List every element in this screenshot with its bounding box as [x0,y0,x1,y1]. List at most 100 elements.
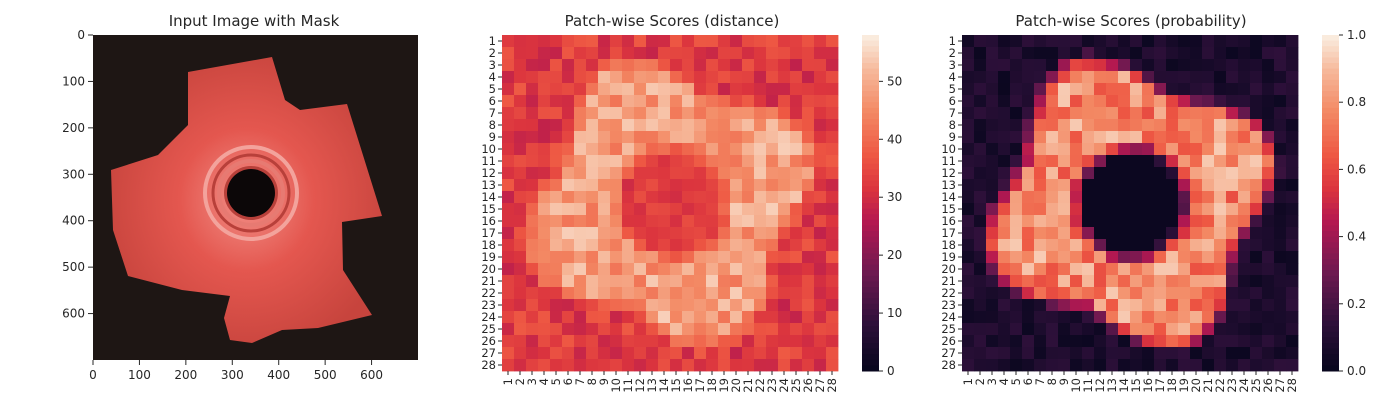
heatmap-cell [730,179,743,192]
heatmap-cell [646,323,659,336]
heatmap-cell [646,119,659,132]
heatmap-cell [766,263,779,276]
heatmap-xtick-label: 1 [961,378,975,385]
heatmap-cell [706,263,719,276]
heatmap-cell [1010,131,1023,144]
heatmap-cell [742,131,755,144]
colorbar-segment [862,303,879,310]
colorbar-segment [862,191,879,198]
heatmap-cell [790,47,803,60]
colorbar-segment [862,107,879,114]
heatmap-cell [574,299,587,312]
heatmap-cell [634,95,647,108]
heatmap-cell [694,239,707,252]
heatmap-cell [694,35,707,48]
heatmap-cell [514,215,527,228]
heatmap-cell [1166,107,1179,120]
heatmap-cell [814,203,827,216]
heatmap-cell [1010,311,1023,324]
heatmap-cell [1226,239,1239,252]
heatmap-cell [1034,35,1047,48]
heatmap-cell [1118,131,1131,144]
heatmap-cell [718,167,731,180]
heatmap-cell [766,215,779,228]
heatmap-cell [550,119,563,132]
heatmap-cell [1286,107,1299,120]
heatmap-cell [598,191,611,204]
heatmap-cell [766,107,779,120]
heatmap-cell [1214,95,1227,108]
heatmap-cell [670,359,683,372]
heatmap-cell [658,107,671,120]
heatmap-cell [658,143,671,156]
colorbar-segment [1322,343,1339,350]
heatmap-cell [1094,71,1107,84]
heatmap-cell [1286,203,1299,216]
heatmap-cell [1262,335,1275,348]
heatmap-cell [1130,143,1143,156]
heatmap-cell [1094,215,1107,228]
heatmap-cell [1190,35,1203,48]
heatmap-cell [730,119,743,132]
heatmap-cell [1262,35,1275,48]
heatmap-cell [998,251,1011,264]
heatmap-cell [682,215,695,228]
heatmap-cell [1010,335,1023,348]
heatmap-cell [1226,131,1239,144]
heatmap-cell [538,167,551,180]
heatmap-cell [1190,215,1203,228]
heatmap-cell [1250,215,1263,228]
heatmap-cell [718,143,731,156]
heatmap-cell [1214,335,1227,348]
heatmap-cell [790,275,803,288]
heatmap-cell [586,359,599,372]
heatmap-cell [574,155,587,168]
heatmap-cell [802,275,815,288]
heatmap-ytick-label: 2 [949,46,956,60]
heatmap-cell [754,83,767,96]
heatmap-cell [562,59,575,72]
heatmap-cell [1286,47,1299,60]
heatmap-cell [1202,179,1215,192]
heatmap-cell [1034,119,1047,132]
heatmap-cell [1178,251,1191,264]
heatmap-cell [790,311,803,324]
heatmap-cell [826,263,839,276]
heatmap-cell [754,251,767,264]
heatmap-cell [1190,119,1203,132]
image-xtick-label: 400 [267,368,290,382]
heatmap-cell [790,335,803,348]
heatmap-cell [1154,119,1167,132]
heatmap-cell [1118,143,1131,156]
heatmap-cell [986,155,999,168]
heatmap-cell [1022,179,1035,192]
heatmap-cell [962,227,975,240]
heatmap-cell [754,359,767,372]
heatmap-cell [1118,311,1131,324]
heatmap-cell [1058,35,1071,48]
heatmap-cell [598,47,611,60]
heatmap-cell [538,263,551,276]
heatmap-cell [998,359,1011,372]
heatmap-cell [598,299,611,312]
heatmap-xtick-label: 9 [1057,378,1071,385]
heatmap-cell [1202,83,1215,96]
heatmap-cell [962,203,975,216]
heatmap-cell [778,263,791,276]
colorbar-segment [862,91,879,98]
heatmap-cell [526,311,539,324]
heatmap-cell [502,35,515,48]
heatmap-cell [1262,203,1275,216]
heatmap-cell [1226,287,1239,300]
heatmap-cell [986,347,999,360]
heatmap-ytick-label: 13 [941,178,956,192]
heatmap-cell [646,251,659,264]
heatmap-cell [1082,35,1095,48]
heatmap-cell [778,311,791,324]
heatmap-cell [658,179,671,192]
heatmap-cell [1178,119,1191,132]
colorbar-segment [1322,57,1339,64]
heatmap-cell [998,263,1011,276]
heatmap-cell [562,287,575,300]
